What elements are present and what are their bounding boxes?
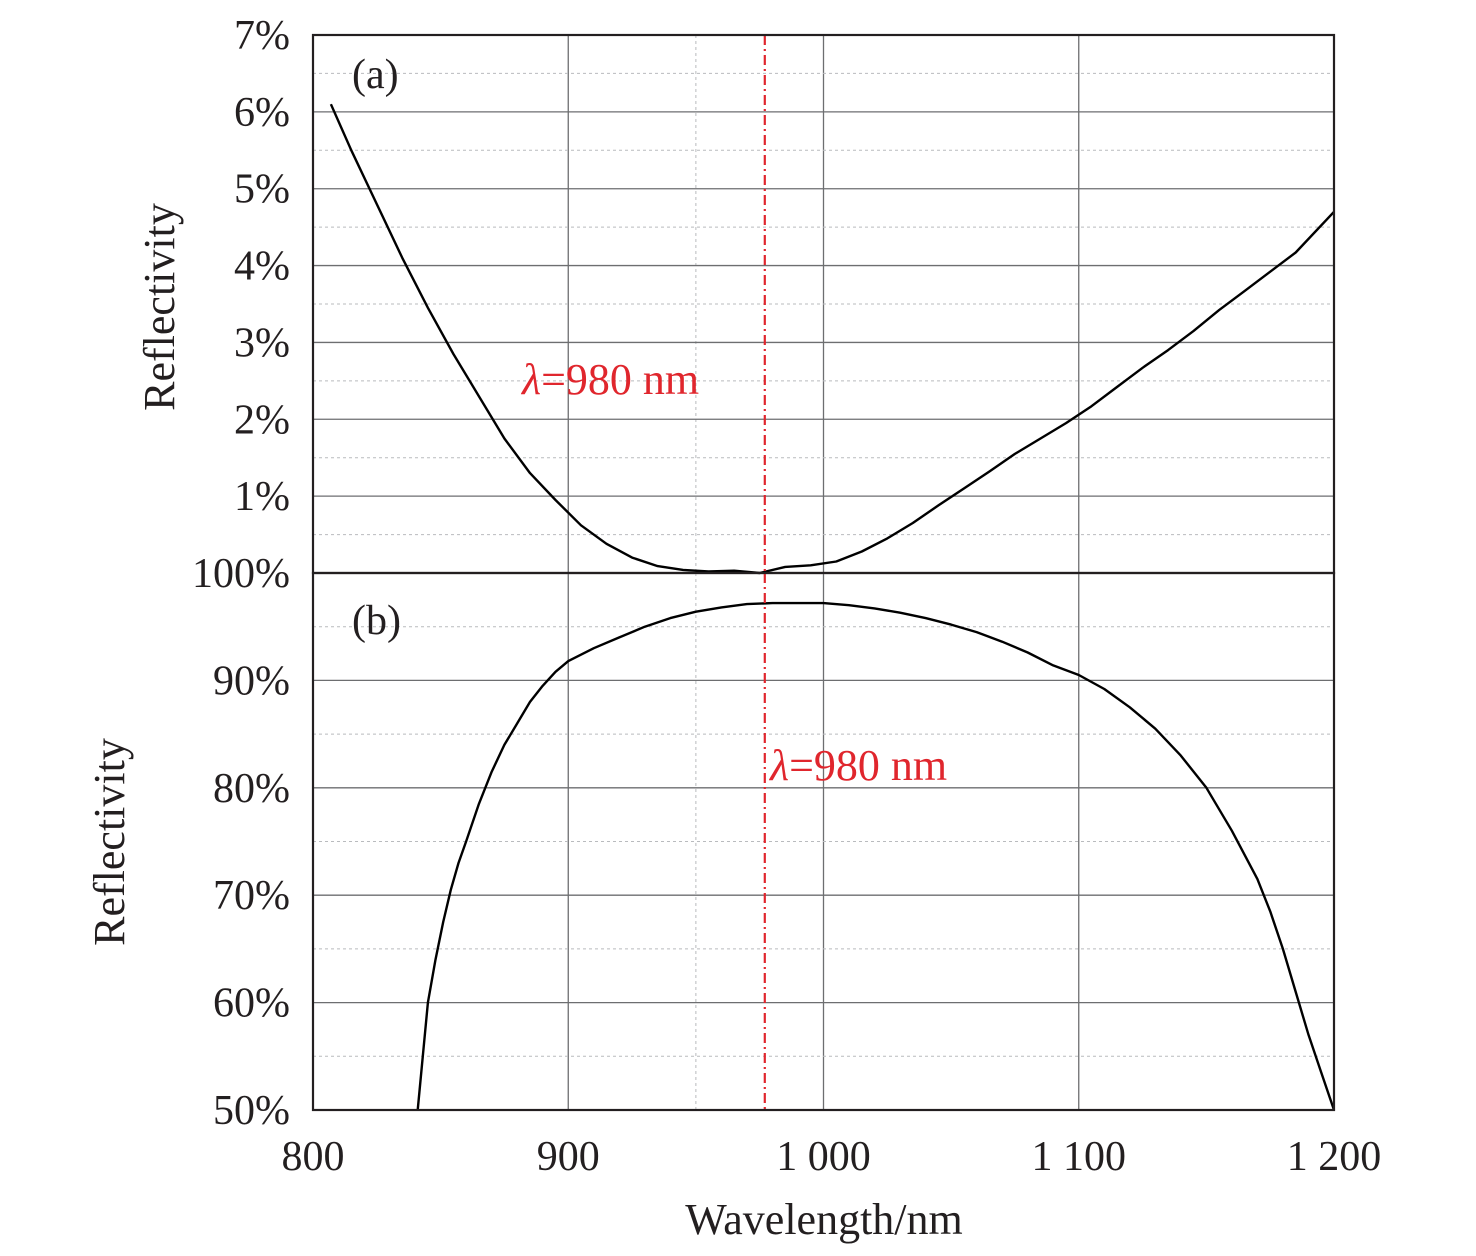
x-tick-label: 1 200 — [1287, 1134, 1382, 1180]
panel-a: 7% 6% 5% 4% 3% 2% 1% (a) λ=980 nm Reflectivity — [135, 13, 1336, 575]
panel-b-wavelength-annotation: λ=980 nm — [768, 741, 947, 790]
y-tick-label: 100% — [192, 551, 290, 597]
y-tick-label: 5% — [234, 167, 290, 213]
y-tick-label: 90% — [213, 658, 290, 704]
y-tick-label: 80% — [213, 766, 290, 812]
x-tick-label: 800 — [282, 1134, 345, 1180]
y-tick-label: 7% — [234, 13, 290, 59]
panel-a-y-axis-label: Reflectivity — [135, 203, 184, 411]
x-tick-labels: 800 900 1 000 1 100 1 200 — [282, 1134, 1382, 1180]
panel-a-annotation-text: =980 nm — [541, 355, 699, 404]
panel-b-annotation-text: =980 nm — [789, 741, 947, 790]
y-tick-label: 1% — [234, 474, 290, 520]
x-tick-label: 1 100 — [1032, 1134, 1127, 1180]
panel-a-reflectivity-curve — [329, 103, 1335, 575]
panel-b-frame — [311, 571, 1336, 1112]
y-tick-label: 2% — [234, 397, 290, 443]
panel-a-wavelength-annotation: λ=980 nm — [520, 355, 699, 404]
panel-a-label: (a) — [352, 52, 399, 98]
panel-a-y-tick-labels: 7% 6% 5% 4% 3% 2% 1% — [234, 13, 290, 520]
lambda-symbol: λ — [768, 741, 789, 790]
panel-b-y-tick-labels: 100% 90% 80% 70% 60% 50% — [192, 551, 290, 1134]
y-tick-label: 4% — [234, 244, 290, 290]
y-tick-label: 50% — [213, 1088, 290, 1134]
x-tick-label: 1 000 — [776, 1134, 871, 1180]
y-tick-label: 60% — [213, 981, 290, 1027]
panel-b-y-axis-label: Reflectivity — [85, 738, 134, 946]
y-tick-label: 3% — [234, 320, 290, 366]
x-tick-label: 900 — [537, 1134, 600, 1180]
y-tick-label: 6% — [234, 90, 290, 136]
x-axis-label: Wavelength/nm — [685, 1195, 963, 1244]
panel-b-label: (b) — [352, 598, 401, 644]
panel-a-grid — [313, 35, 1334, 573]
lambda-symbol: λ — [520, 355, 541, 404]
panel-b: 100% 90% 80% 70% 60% 50% 800 900 1 000 1 100 1 20… — [85, 551, 1381, 1244]
y-tick-label: 70% — [213, 873, 290, 919]
panel-b-reflectivity-curve — [416, 601, 1336, 1111]
panel-b-grid — [313, 573, 1334, 1110]
